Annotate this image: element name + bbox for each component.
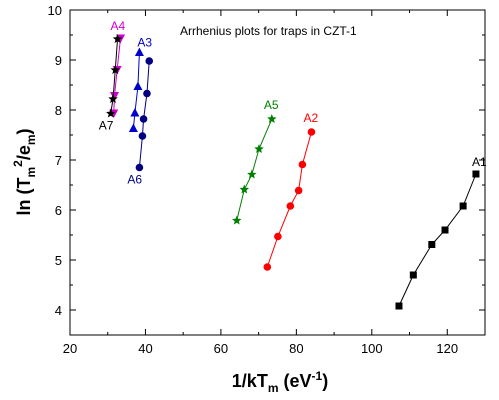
data-point-a3 [130, 108, 140, 117]
data-point-a7 [112, 34, 123, 43]
series-line-a6 [138, 60, 150, 168]
data-point-a5 [247, 169, 257, 179]
data-point-a5 [232, 215, 242, 225]
data-point-a2 [263, 263, 272, 271]
data-point-a5 [254, 144, 264, 153]
x-tick-label: 60 [214, 341, 228, 356]
series-label-a5: A5 [264, 98, 279, 112]
y-tick-label: 8 [55, 103, 62, 118]
chart-title: Arrhenius plots for traps in CZT-1 [180, 24, 357, 38]
data-point-a2 [286, 202, 295, 210]
data-point-a7 [106, 108, 116, 118]
data-point-a4 [110, 92, 120, 101]
series-label-a1: A1 [472, 155, 487, 169]
x-tick-label: 40 [138, 341, 152, 356]
data-point-a1 [428, 241, 436, 248]
data-point-a1 [409, 271, 417, 279]
data-point-a3 [133, 81, 143, 90]
series-line-a7 [110, 38, 119, 114]
data-point-a1 [441, 226, 449, 234]
plot-frame [69, 9, 486, 336]
data-point-a5 [267, 114, 277, 123]
data-point-a3 [134, 47, 144, 56]
data-point-a1 [459, 202, 467, 210]
x-tick-label: 120 [436, 341, 458, 356]
y-tick-label: 10 [48, 3, 62, 18]
data-point-a6 [145, 57, 154, 65]
data-point-a6 [139, 115, 148, 123]
data-point-a1 [472, 170, 480, 178]
data-point-a2 [307, 128, 316, 136]
data-point-a7 [108, 94, 118, 103]
data-point-a5 [239, 184, 250, 194]
y-tick-label: 4 [55, 303, 62, 318]
series-line-a5 [236, 118, 273, 221]
data-point-a2 [294, 186, 303, 195]
data-point-a2 [298, 160, 307, 169]
y-tick-label: 7 [55, 153, 62, 168]
y-tick-label: 6 [55, 203, 62, 218]
data-point-a2 [274, 232, 282, 241]
x-axis-title: 1/kTm (eV-1) [232, 369, 328, 395]
series-label-a3: A3 [137, 36, 152, 50]
data-point-a6 [135, 163, 144, 172]
series-label-a2: A2 [303, 111, 318, 125]
y-tick-label: 5 [55, 253, 62, 268]
series-line-a4 [113, 37, 122, 114]
x-tick-label: 80 [289, 341, 303, 356]
data-point-a7 [110, 65, 120, 74]
y-tick-label: 9 [55, 53, 62, 68]
x-tick-label: 20 [63, 341, 77, 356]
x-tick-label: 100 [361, 341, 383, 356]
data-point-a3 [128, 123, 138, 132]
data-point-a6 [143, 89, 151, 98]
y-axis-title: ln (Tm2/em) [11, 128, 38, 215]
series-line-a1 [398, 173, 477, 307]
series-label-a6: A6 [127, 173, 142, 187]
series-label-a4: A4 [111, 19, 126, 33]
series-line-a3 [132, 52, 140, 129]
series-label-a7: A7 [99, 119, 114, 133]
data-point-a6 [138, 132, 147, 140]
data-point-a1 [395, 302, 403, 310]
series-line-a2 [266, 131, 312, 268]
